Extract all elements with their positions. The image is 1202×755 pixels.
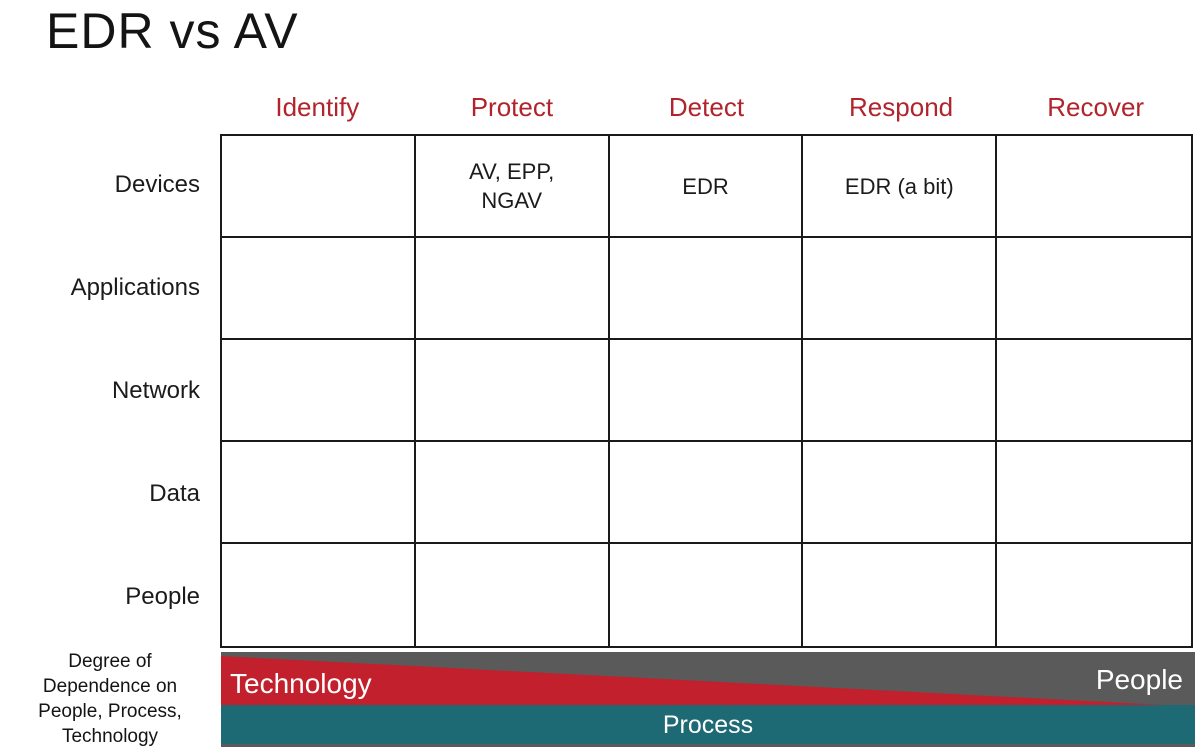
cell-people-recover (997, 544, 1191, 646)
cell-applications-recover (997, 238, 1191, 340)
cell-network-detect (609, 340, 804, 442)
cell-applications-detect (609, 238, 804, 340)
csf-matrix-grid: AV, EPP, NGAV EDR EDR (a bit) (220, 134, 1193, 648)
cell-data-protect (415, 442, 610, 544)
caption-line: People, Process, (38, 701, 182, 722)
dependence-bar-graphic (221, 652, 1195, 747)
column-header-respond: Respond (849, 92, 954, 122)
dependence-bar: Technology People Process (221, 652, 1195, 747)
column-header-detect: Detect (668, 92, 745, 122)
matrix-row-labels: Devices Applications Network Data People (0, 134, 200, 648)
cell-devices-protect: AV, EPP, NGAV (415, 136, 610, 238)
technology-red-wedge (221, 656, 1165, 705)
caption-line: Degree of (68, 651, 152, 672)
cell-network-protect (415, 340, 610, 442)
row-label-people: People (125, 582, 200, 610)
row-label-devices: Devices (114, 171, 200, 199)
matrix-column-headers: Identify Protect Detect Respond Recover (220, 91, 1193, 123)
cell-people-respond (803, 544, 998, 646)
caption-line: Dependence on (42, 676, 178, 697)
row-label-data: Data (149, 479, 200, 507)
process-label: Process (662, 711, 754, 739)
dependence-caption: Degree of Dependence on People, Process,… (8, 649, 212, 749)
row-label-applications: Applications (70, 274, 200, 302)
cell-devices-recover (997, 136, 1191, 238)
cell-text: AV, EPP, NGAV (469, 159, 555, 213)
cell-network-respond (803, 340, 998, 442)
cell-data-recover (997, 442, 1191, 544)
cell-applications-identify (222, 238, 416, 340)
technology-label: Technology (230, 668, 372, 699)
cell-applications-respond (803, 238, 998, 340)
cell-applications-protect (415, 238, 610, 340)
column-header-recover: Recover (1047, 92, 1145, 122)
cell-people-protect (416, 544, 610, 646)
cell-data-respond (803, 442, 998, 544)
column-header-protect: Protect (470, 92, 554, 122)
people-label: People (1095, 664, 1183, 695)
cell-network-identify (222, 340, 416, 442)
page-title: EDR vs AV (46, 3, 299, 59)
column-header-identify: Identify (275, 92, 360, 122)
cell-data-identify (222, 442, 416, 544)
cell-text: EDR (a bit) (844, 173, 954, 199)
cell-network-recover (997, 340, 1191, 442)
cell-devices-identify (222, 136, 416, 238)
cell-text: EDR (682, 173, 729, 199)
process-teal-band (221, 705, 1195, 744)
cell-devices-detect: EDR (609, 136, 804, 238)
caption-line: Technology (61, 726, 159, 747)
cell-devices-respond: EDR (a bit) (803, 136, 998, 238)
cell-people-detect (610, 544, 804, 646)
cell-data-detect (609, 442, 804, 544)
cell-people-identify (222, 544, 416, 646)
row-label-network: Network (111, 376, 200, 404)
